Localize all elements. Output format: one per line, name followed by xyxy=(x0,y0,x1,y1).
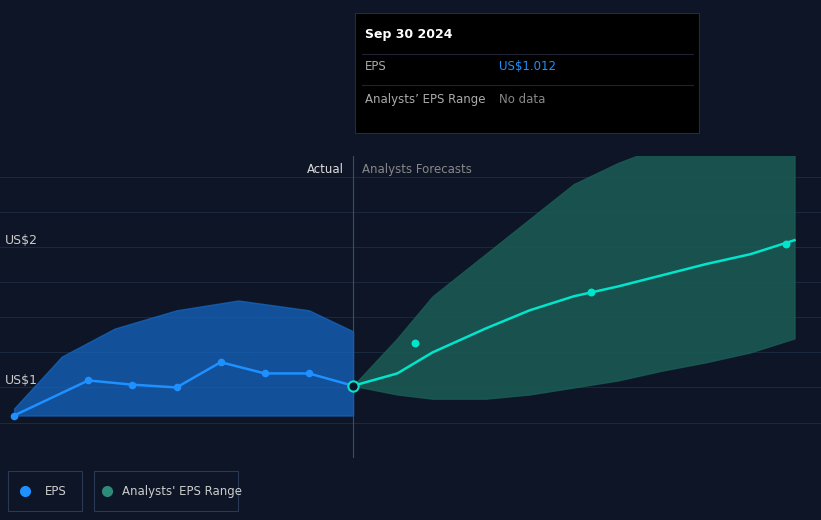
Text: Analysts' EPS Range: Analysts' EPS Range xyxy=(122,485,241,498)
FancyBboxPatch shape xyxy=(8,471,82,512)
Point xyxy=(170,383,183,392)
Text: Actual: Actual xyxy=(307,163,344,176)
Point xyxy=(126,381,139,389)
Text: EPS: EPS xyxy=(365,60,387,73)
FancyBboxPatch shape xyxy=(94,471,238,512)
Point xyxy=(779,240,792,249)
Point xyxy=(346,382,360,390)
Point xyxy=(302,369,315,378)
Point xyxy=(408,339,421,347)
Point xyxy=(259,369,272,378)
Text: US$1: US$1 xyxy=(5,374,39,387)
Text: No data: No data xyxy=(499,93,546,106)
Point xyxy=(585,288,598,296)
Text: Analysts Forecasts: Analysts Forecasts xyxy=(362,163,472,176)
Point xyxy=(214,358,227,367)
Text: Sep 30 2024: Sep 30 2024 xyxy=(365,28,452,41)
Text: Analysts’ EPS Range: Analysts’ EPS Range xyxy=(365,93,485,106)
Text: US$1.012: US$1.012 xyxy=(499,60,557,73)
Text: US$2: US$2 xyxy=(5,234,39,247)
Point xyxy=(82,376,95,385)
Text: EPS: EPS xyxy=(45,485,67,498)
Point xyxy=(7,411,21,420)
